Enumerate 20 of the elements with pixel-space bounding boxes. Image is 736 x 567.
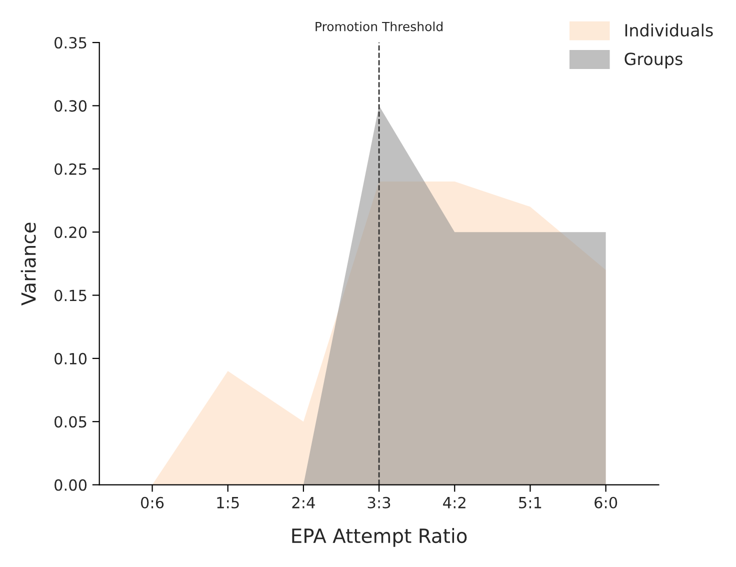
ref-line-label: Promotion Threshold [316,22,442,32]
x-tick-label: 0:6 [140,496,164,508]
y-tick-label: 0.15 [54,290,86,302]
y-axis-title: Variance [20,222,36,306]
x-axis-title: EPA Attempt Ratio [292,528,467,547]
x-tick-label: 2:4 [292,496,315,508]
x-tick-label: 1:5 [217,497,239,508]
x-tick-label: 6:0 [594,496,618,508]
y-tick-label: 0.30 [54,100,87,112]
y-tick-label: 0.05 [54,416,86,428]
x-tick-label: 3:3 [368,496,390,508]
y-tick-label: 0.00 [54,479,87,491]
y-tick-label: 0.35 [54,36,86,49]
x-tick-label: 4:2 [443,496,466,508]
y-tick-label: 0.25 [54,163,86,175]
y-tick-label: 0.20 [54,226,87,238]
y-tick-label: 0.10 [54,352,87,364]
legend-label: Groups [624,52,682,68]
legend-label: Individuals [625,24,713,37]
x-tick-label: 5:1 [519,497,542,508]
